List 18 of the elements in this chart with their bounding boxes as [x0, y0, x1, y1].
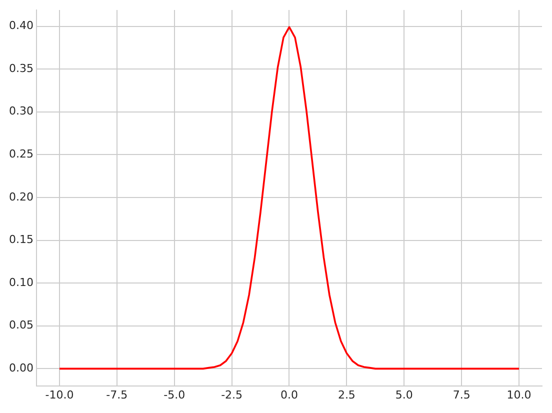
y-tick-label: 0.20: [8, 190, 34, 204]
x-tick-label: -7.5: [106, 388, 128, 402]
y-tick-label: 0.15: [8, 233, 34, 246]
y-tick-label: 0.40: [8, 19, 34, 32]
x-tick-label: 0.0: [280, 388, 298, 402]
y-tick-label: 0.10: [8, 276, 34, 289]
x-tick-label: -10.0: [45, 388, 74, 402]
y-tick-label: 0.25: [8, 148, 34, 161]
y-tick-label: 0.35: [8, 62, 34, 75]
x-tick-label: -2.5: [221, 388, 243, 402]
x-tick-label: 2.5: [338, 388, 356, 402]
x-tick-label: -5.0: [164, 388, 186, 402]
x-tick-label: 10.0: [506, 388, 532, 402]
x-tick-label: 5.0: [395, 388, 413, 402]
x-tick-label: 7.5: [452, 388, 470, 402]
y-tick-label: 0.30: [8, 104, 34, 118]
y-tick-label: 0.05: [8, 318, 34, 332]
y-tick-label: 0.00: [8, 362, 34, 375]
